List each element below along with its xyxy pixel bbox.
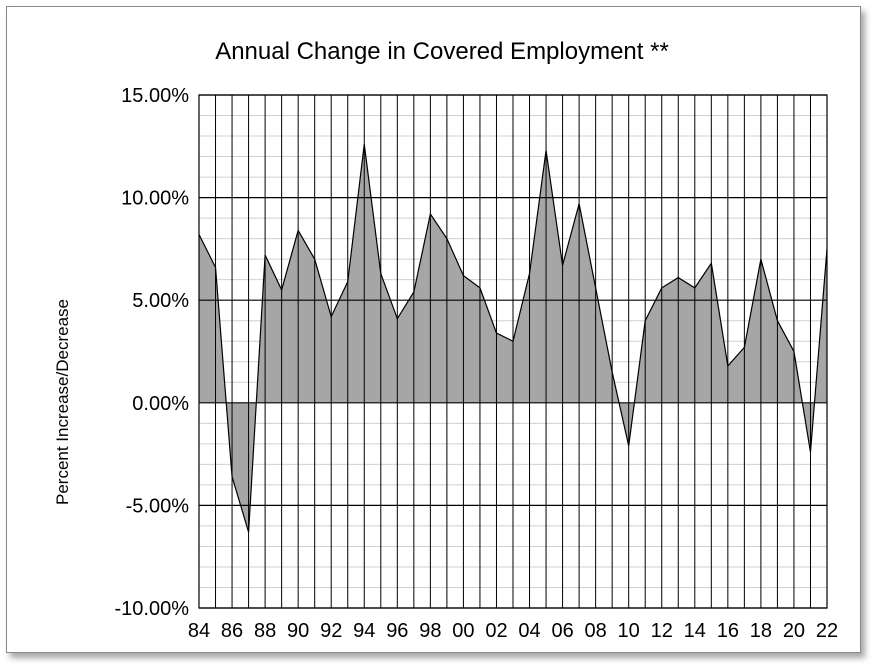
x-tick-label: 88 <box>254 620 276 642</box>
x-tick-label: 92 <box>320 620 342 642</box>
y-tick-label: 10.00% <box>121 188 189 210</box>
y-tick-label: 5.00% <box>132 290 189 312</box>
x-tick-label: 96 <box>386 620 408 642</box>
x-tick-label: 16 <box>717 620 739 642</box>
x-tick-label: 98 <box>419 620 441 642</box>
x-tick-label: 90 <box>287 620 309 642</box>
plot-area: -10.00% -5.00% 0.00% 5.00% 10.00% 15.00% 84 86 8… <box>115 85 839 642</box>
x-tick-label: 04 <box>518 620 540 642</box>
y-tick-label: -5.00% <box>126 495 190 517</box>
plot-border <box>198 94 828 609</box>
y-axis-label: Percent Increase/Decrease <box>53 299 72 505</box>
x-tick-label: 00 <box>452 620 474 642</box>
x-tick-label: 12 <box>651 620 673 642</box>
x-tick-label: 84 <box>188 620 210 642</box>
x-tick-label: 06 <box>551 620 573 642</box>
x-tick-label: 20 <box>783 620 805 642</box>
x-tick-label: 02 <box>485 620 507 642</box>
chart-frame: Annual Change in Covered Employment ** P… <box>6 6 861 653</box>
x-tick-label: 86 <box>221 620 243 642</box>
y-tick-label: 15.00% <box>121 85 189 107</box>
x-tick-label: 22 <box>816 620 838 642</box>
employment-change-chart: Annual Change in Covered Employment ** P… <box>53 38 839 642</box>
y-tick-label: -10.00% <box>115 598 190 620</box>
series-area <box>199 144 827 533</box>
chart-title: Annual Change in Covered Employment ** <box>215 38 669 65</box>
x-tick-label: 94 <box>353 620 375 642</box>
x-tick-label: 18 <box>750 620 772 642</box>
x-tick-label: 10 <box>618 620 640 642</box>
x-tick-label: 14 <box>684 620 706 642</box>
x-tick-label: 08 <box>585 620 607 642</box>
y-tick-label: 0.00% <box>132 393 189 415</box>
series-line <box>198 144 828 533</box>
